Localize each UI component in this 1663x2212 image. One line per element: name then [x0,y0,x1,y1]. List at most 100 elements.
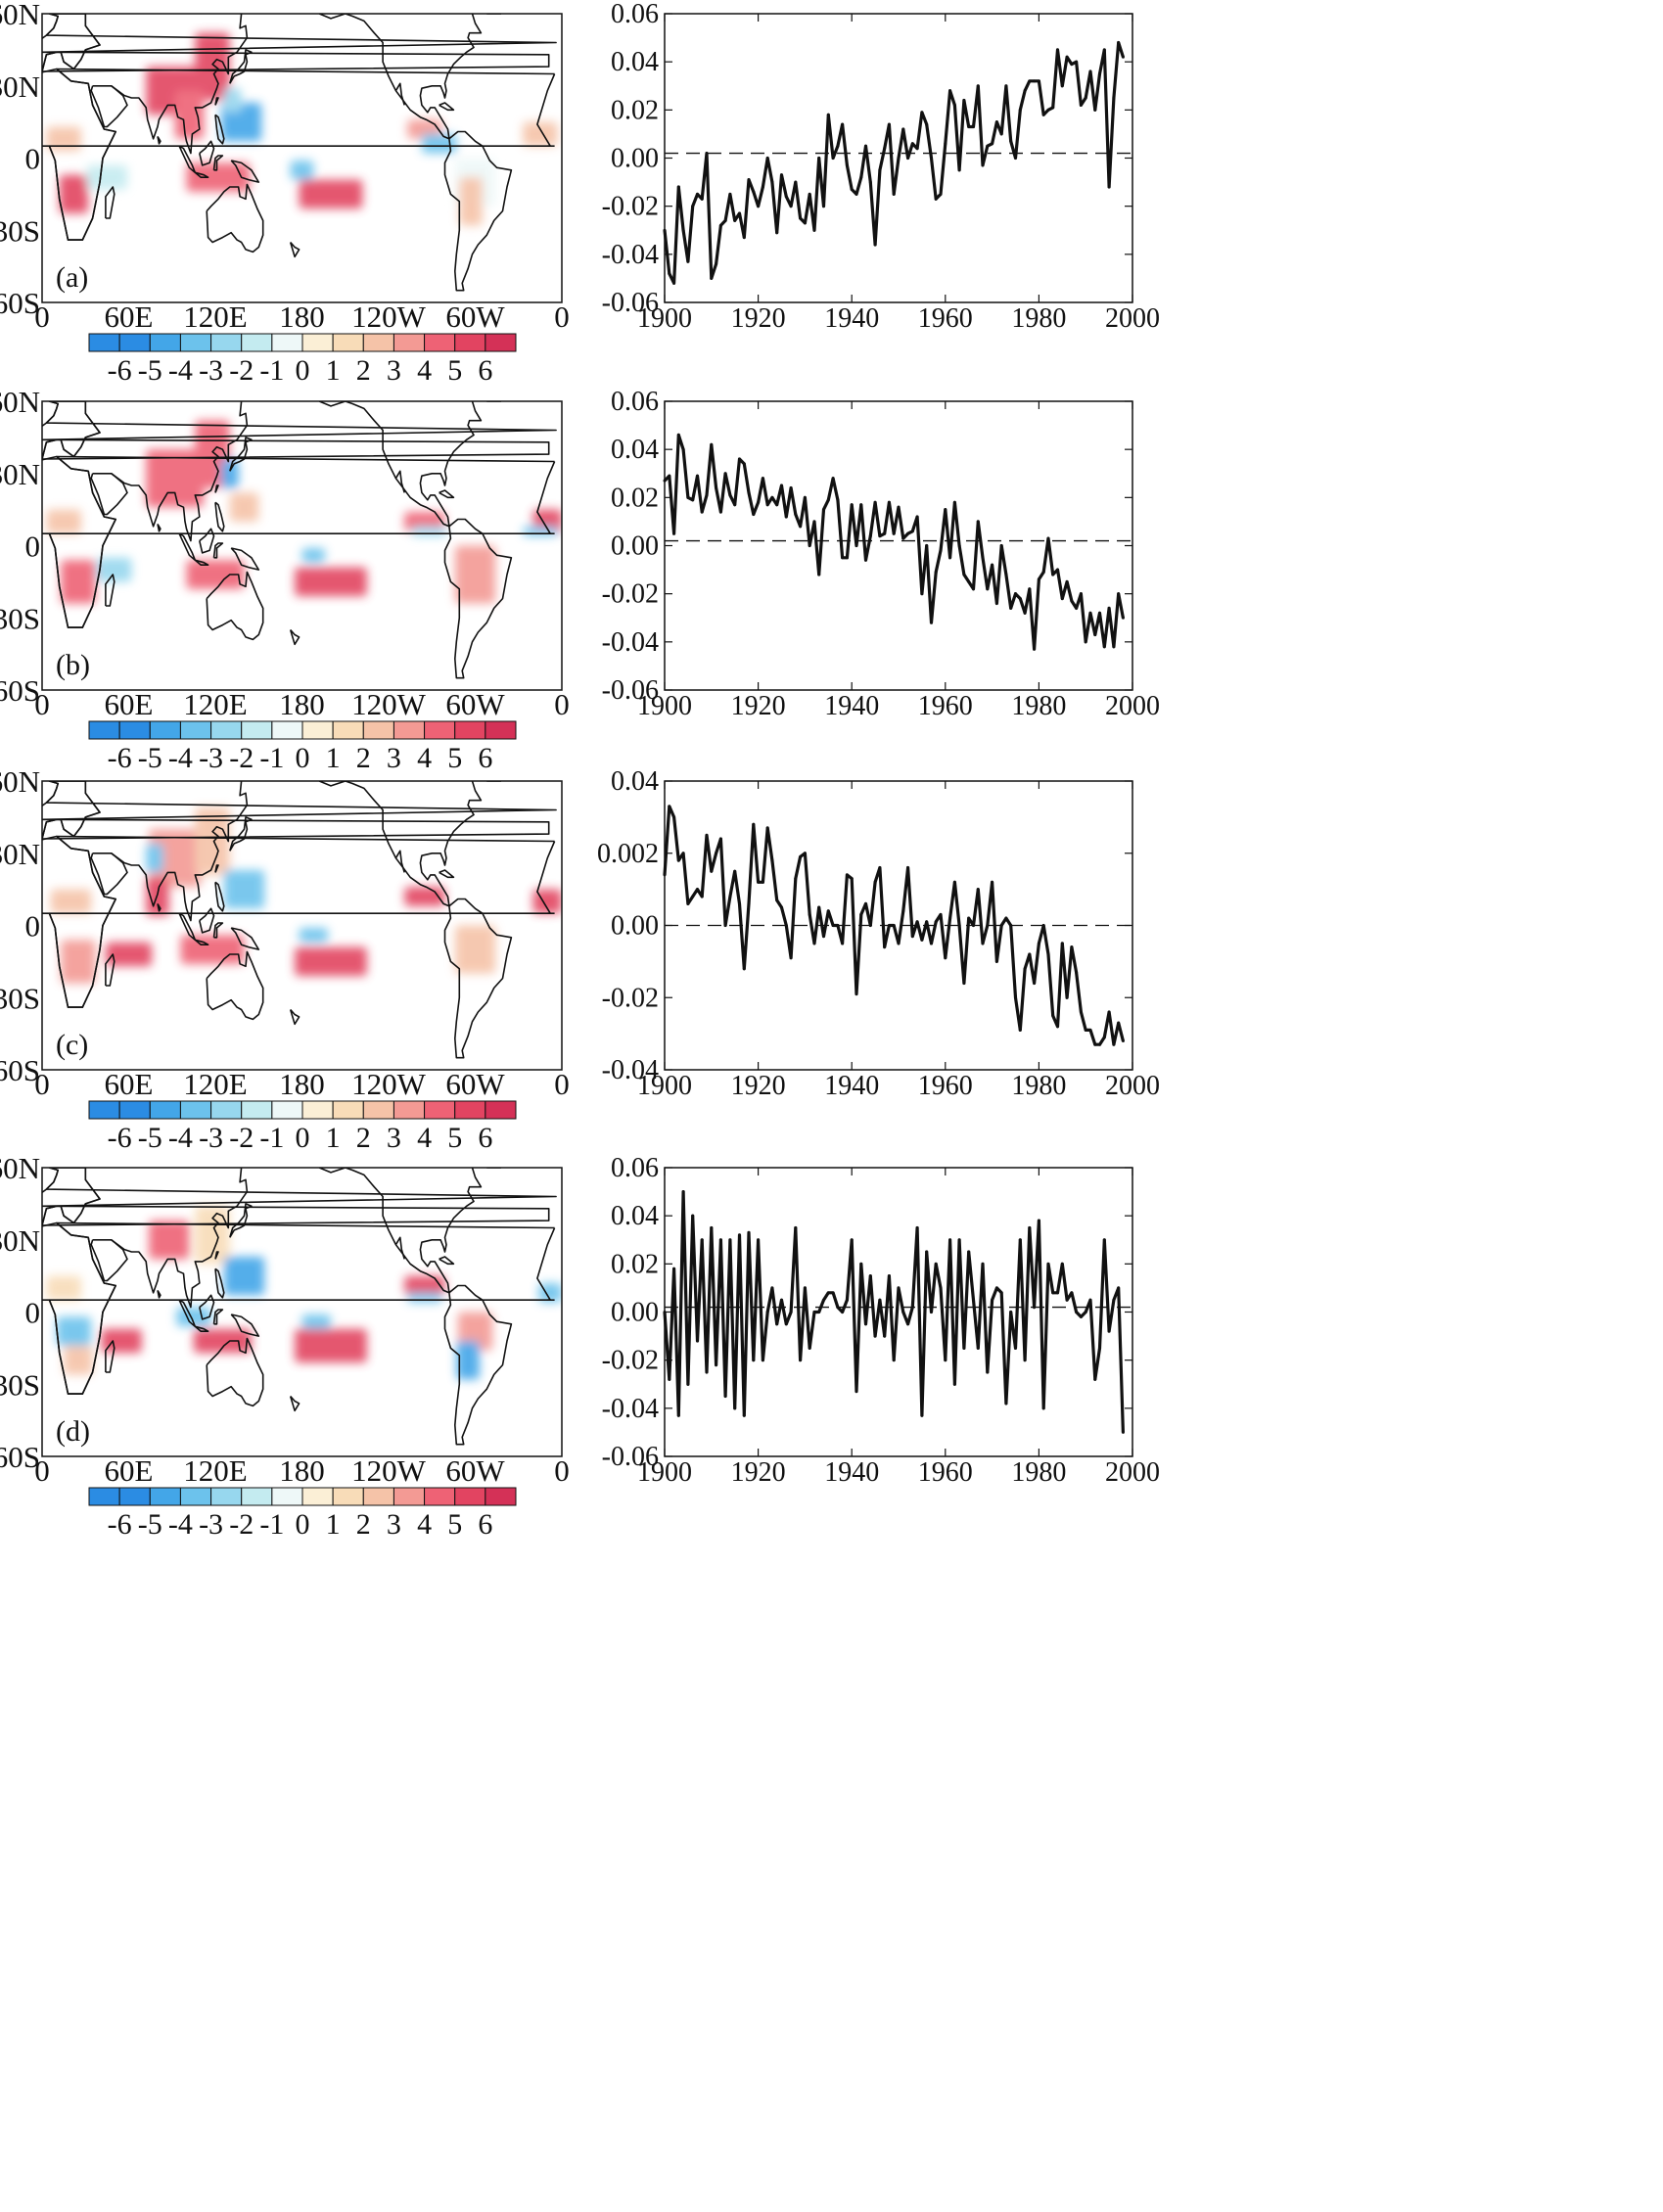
data-point [742,1413,746,1417]
data-point [710,869,714,873]
data-point [887,122,891,126]
colorbar-label: 2 [356,1122,371,1154]
data-point [952,500,956,504]
colorbar: -6 -5 -4 -3 -2 -1 0 1 2 3 4 5 6 [88,1487,517,1541]
data-point [765,826,769,830]
data-point [1075,60,1079,64]
data-point [999,924,1003,927]
anomaly-patch [223,88,242,113]
data-point [1009,1311,1013,1313]
anomaly-patch [149,1221,190,1260]
asia-coast [111,14,249,155]
lat-tick-label: 60N [0,1151,40,1185]
data-point [705,152,709,156]
data-point [803,852,807,855]
australia-coast [206,183,264,253]
colorbar-swatch [210,1487,243,1506]
data-point [676,1413,680,1417]
colorbar-label: -1 [259,1122,284,1154]
data-point [765,503,769,507]
anomaly-patch [146,877,169,916]
lat-tick-label: 30S [0,601,40,635]
colorbar-swatch [88,720,120,740]
colorbar-swatch [301,1100,334,1120]
data-point [934,920,938,924]
data-point [737,1233,741,1237]
colorbar-label: -2 [229,1508,254,1541]
data-point [691,895,695,899]
colorbar-label: -3 [199,742,223,774]
lon-tick-label: 60W [445,687,505,721]
data-point [728,895,732,899]
colorbar-swatch [118,1100,151,1120]
data-point [1028,79,1032,83]
north-america-coast [318,14,483,140]
data-point [1102,1238,1106,1242]
data-point [1004,1402,1008,1406]
taiwan-coast [214,864,219,873]
lon-tick-label: 60W [445,300,505,334]
y-tick-label: -0.04 [602,1055,659,1085]
colorbar-swatch [362,720,394,740]
new-zealand-coast [289,241,300,258]
philippines-coast [214,114,225,145]
data-point [1004,573,1008,576]
data-point [1041,924,1045,927]
data-point [681,1190,685,1194]
lon-tick-label: 60E [105,1453,154,1488]
data-point [999,544,1003,547]
map-frame [41,13,563,303]
x-tick-label: 1940 [824,1457,879,1488]
new-zealand-coast [289,1008,300,1026]
data-point [994,602,998,605]
data-point [868,180,872,184]
colorbar-swatch [301,1487,334,1506]
data-point [948,556,952,560]
data-point [663,873,667,877]
colorbar-swatch [393,1100,426,1120]
data-point [723,218,727,222]
colorbar-swatch [454,1100,486,1120]
data-point [799,216,803,220]
sumatra-coast [178,1299,197,1328]
data-point [994,120,998,124]
data-point [1014,592,1017,596]
data-point [770,180,774,184]
data-point [1041,1406,1045,1410]
data-point [864,1322,868,1326]
data-point [742,236,746,240]
data-point [1088,1028,1092,1032]
madagascar-coast [105,953,115,987]
data-point [715,1363,718,1367]
y-tick-label: 0.02 [611,1249,659,1279]
data-point [868,1274,872,1278]
colorbar-swatch [271,1487,303,1506]
data-point [1079,103,1083,107]
data-point [967,125,971,129]
anomaly-patch [454,545,496,604]
africa-coast-wrap [42,1221,116,1395]
data-point [808,1346,811,1350]
data-point [1121,55,1125,59]
lon-tick-label: 120W [351,1453,427,1488]
data-point [723,924,727,927]
map-frame [41,780,563,1071]
sri-lanka-coast [157,135,162,145]
anomaly-field [50,807,562,984]
data-point [784,1322,788,1326]
data-point [1028,587,1032,591]
x-tick-label: 1940 [824,303,879,334]
data-point [901,536,905,540]
data-point [892,924,896,927]
sulawesi-coast [212,1309,224,1325]
data-point [868,924,872,927]
colorbar-label: -4 [168,742,193,774]
x-tick-label: 2000 [1105,1457,1160,1488]
y-tick-label: 0.02 [611,95,659,125]
java-coast [194,171,209,178]
data-point [812,228,816,232]
data-point [915,515,919,519]
data-point [784,195,788,199]
data-point [831,924,835,927]
data-point [1033,647,1037,651]
